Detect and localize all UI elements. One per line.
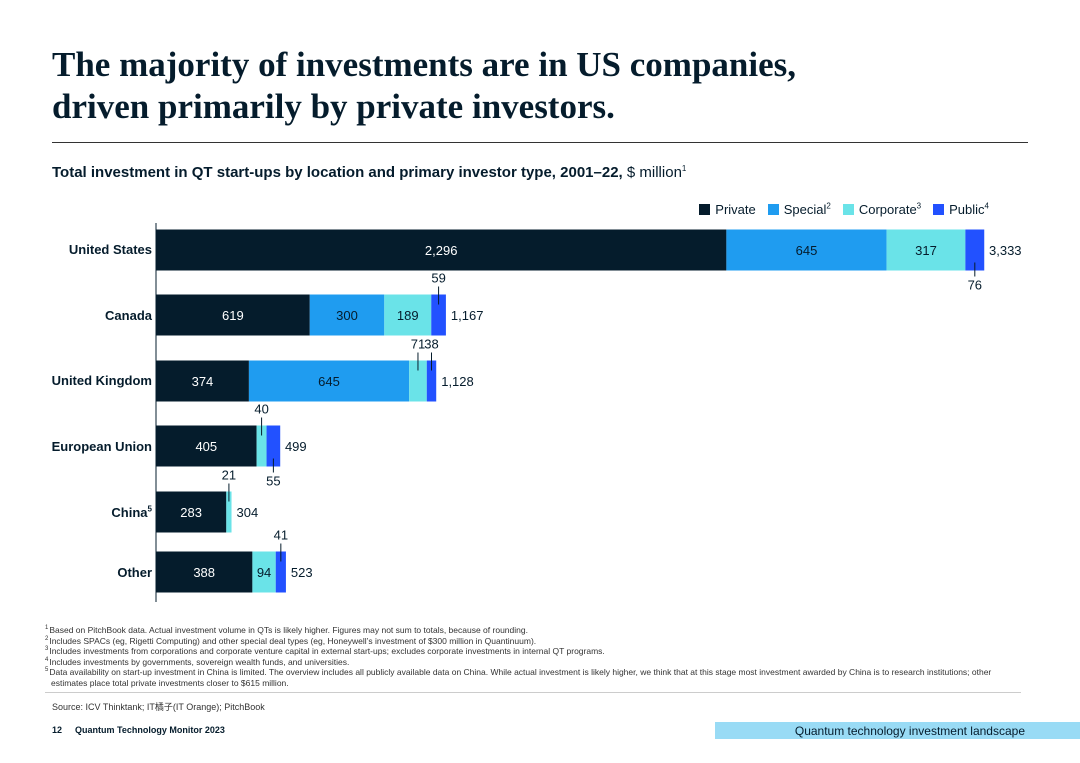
total-label-canada: 1,167 — [451, 308, 484, 323]
category-label-european-union: European Union — [51, 439, 152, 454]
bar-european-union-private — [156, 425, 257, 467]
data-label-united-states-special: 645 — [796, 243, 818, 258]
total-label-european-union: 499 — [285, 439, 307, 454]
page-title: The majority of investments are in US co… — [52, 44, 952, 128]
title-line-2: driven primarily by private investors. — [52, 87, 615, 126]
bar-canada-public — [431, 294, 446, 336]
footnote-1: 1Based on PitchBook data. Actual investm… — [45, 625, 528, 635]
bar-european-union-corporate — [256, 425, 267, 467]
footnote-3: 3Includes investments from corporations … — [45, 646, 605, 656]
bar-other-corporate — [252, 551, 276, 593]
footnote-2: 2Includes SPACs (eg, Rigetti Computing) … — [45, 635, 537, 646]
section-tag-label: Quantum technology investment landscape — [794, 723, 1025, 738]
data-label-european-union-public: 55 — [266, 474, 280, 489]
legend-note-special: 2 — [826, 201, 831, 211]
title-divider — [52, 142, 1028, 143]
legend-swatch-special — [767, 204, 779, 215]
data-label-united-states-public: 76 — [968, 278, 982, 293]
legend-note-corporate: 3 — [916, 201, 922, 211]
footer-divider — [45, 692, 1021, 693]
title-line-1: The majority of investments are in US co… — [52, 45, 797, 84]
total-label-united-kingdom: 1,128 — [441, 374, 474, 389]
legend-item-corporate: Corporate3 — [842, 201, 922, 217]
footnote-5-continued: estimates place total private investment… — [51, 677, 289, 688]
category-label-united-kingdom: United Kingdom — [51, 373, 152, 388]
category-label-china: China5 — [111, 504, 152, 520]
legend-item-public: Public4 — [933, 202, 989, 217]
report-name: Quantum Technology Monitor 2023 — [75, 725, 225, 735]
data-label-united-kingdom-corporate: 71 — [411, 337, 425, 352]
data-label-united-states-corporate: 317 — [915, 243, 937, 258]
page-number: 12 — [52, 725, 63, 735]
data-label-european-union-corporate: 40 — [254, 402, 268, 417]
legend-swatch-corporate — [842, 204, 854, 215]
bar-canada-private — [156, 294, 310, 336]
subtitle-unit: $ million — [626, 164, 682, 181]
bar-united-kingdom-private — [156, 360, 249, 402]
total-label-other: 523 — [291, 565, 313, 580]
data-label-united-kingdom-special: 645 — [318, 374, 340, 389]
data-label-canada-private: 619 — [222, 308, 244, 323]
legend-label-corporate: Corporate — [858, 202, 917, 217]
data-label-united-kingdom-private: 374 — [192, 374, 214, 389]
data-label-united-kingdom-public: 38 — [424, 337, 438, 352]
bar-china-corporate — [226, 491, 232, 533]
bar-china-private — [156, 491, 227, 533]
bar-other-public — [275, 551, 286, 593]
bar-united-kingdom-special — [248, 360, 410, 402]
legend-swatch-public — [933, 204, 945, 215]
bar-canada-special — [309, 294, 385, 336]
legend-item-private: Private — [699, 202, 756, 217]
footnotes: 1Based on PitchBook data. Actual investm… — [45, 625, 1005, 688]
legend-item-special: Special2 — [767, 201, 831, 217]
footnote-4: 4Includes investments by governments, so… — [45, 656, 350, 667]
legend-swatch-private — [699, 204, 711, 215]
total-label-china: 304 — [237, 505, 259, 520]
bar-united-states-private — [156, 229, 727, 271]
source-note: Source: ICV Thinktank; IT橘子(IT Orange); … — [52, 702, 265, 712]
category-label-united-states: United States — [68, 242, 152, 257]
data-label-china-corporate: 21 — [222, 468, 236, 483]
data-label-china-private: 283 — [180, 505, 202, 520]
bar-united-states-special — [726, 229, 887, 271]
bar-united-states-corporate — [886, 229, 966, 271]
section-tag: Quantum technology investment landscape — [715, 722, 1080, 739]
data-label-other-public: 41 — [274, 528, 288, 543]
data-label-canada-special: 300 — [336, 308, 358, 323]
total-label-united-states: 3,333 — [989, 243, 1022, 258]
legend-label-special: Special — [783, 202, 827, 217]
chart-subtitle: Total investment in QT start-ups by loca… — [52, 164, 686, 181]
data-label-other-corporate: 94 — [257, 565, 271, 580]
bar-united-kingdom-public — [426, 360, 437, 402]
legend-label-private: Private — [715, 202, 756, 217]
data-label-other-private: 388 — [193, 565, 215, 580]
data-label-canada-corporate: 189 — [397, 308, 419, 323]
legend-label-public: Public — [949, 202, 985, 217]
bar-united-kingdom-corporate — [409, 360, 427, 402]
subtitle-bold: Total investment in QT start-ups by loca… — [52, 164, 623, 181]
bar-canada-corporate — [384, 294, 432, 336]
chart-legend: Private Special2 Corporate3 Public4 — [699, 202, 989, 217]
bar-other-private — [156, 551, 253, 593]
legend-note-public: 4 — [984, 201, 989, 211]
footnote-5: 5Data availability on start-up investmen… — [45, 667, 992, 677]
bar-european-union-public — [266, 425, 281, 467]
category-label-canada: Canada — [105, 308, 152, 323]
bar-united-states-public — [965, 229, 985, 271]
subtitle-note: 1 — [681, 164, 687, 173]
category-label-other: Other — [117, 565, 152, 580]
data-label-european-union-private: 405 — [195, 439, 217, 454]
data-label-canada-public: 59 — [431, 271, 445, 286]
data-label-united-states-private: 2,296 — [425, 243, 458, 258]
